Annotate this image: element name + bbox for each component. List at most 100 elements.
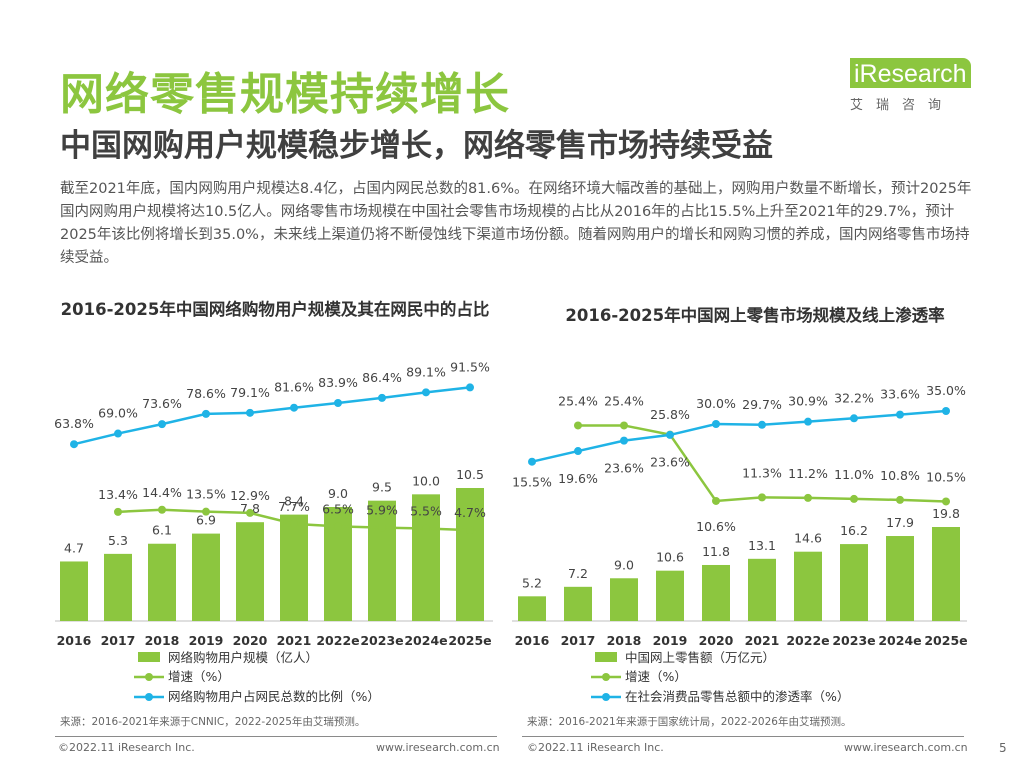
chart-2-share-point xyxy=(896,410,904,419)
chart-2-bar-label: 19.8 xyxy=(932,506,960,521)
chart-2-share-point xyxy=(666,430,674,439)
chart-1-share-label: 78.6% xyxy=(186,386,226,401)
chart-1-share-label: 79.1% xyxy=(230,385,270,400)
chart-2-share-point xyxy=(804,417,812,426)
chart-1-growth-point xyxy=(422,524,430,533)
chart-2-growth-label: 25.4% xyxy=(558,393,598,408)
chart-2-bar xyxy=(794,551,822,621)
chart-2-year-tick: 2024e xyxy=(878,633,921,648)
chart-2-legend-share-marker xyxy=(602,693,610,701)
chart-1-bar-label: 8.4 xyxy=(284,494,304,509)
chart-2-legend-bar-swatch xyxy=(595,652,617,662)
chart-1-share-point xyxy=(202,409,210,418)
chart-1-bar xyxy=(192,533,220,621)
chart-1-title: 2016-2025年中国网络购物用户规模及其在网民中的占比 xyxy=(60,300,490,319)
chart-2-bar-label: 10.6 xyxy=(656,550,684,565)
chart-2-share-line xyxy=(531,409,947,463)
chart-2-growth-point xyxy=(850,494,858,503)
chart-1-growth-point xyxy=(202,507,210,516)
footer-copyright-right: ©2022.11 iResearch Inc. xyxy=(527,741,664,754)
chart-2-growth-label: 10.5% xyxy=(926,469,966,484)
chart-1-share-label: 83.9% xyxy=(318,375,358,390)
chart-2-bar-label: 7.2 xyxy=(568,566,588,581)
chart-1-year-tick: 2017 xyxy=(101,633,136,648)
chart-1-year-tick: 2025e xyxy=(448,633,491,648)
chart-1-bar xyxy=(412,494,440,621)
chart-2-share-label: 32.2% xyxy=(834,390,874,405)
chart-1-bar xyxy=(104,553,132,621)
footer-divider-left xyxy=(55,736,497,737)
chart-1-year-tick: 2019 xyxy=(189,633,224,648)
chart-2-growth-point xyxy=(896,495,904,504)
chart-1-growth-label: 14.4% xyxy=(142,485,182,500)
chart-1-growth-point xyxy=(378,523,386,532)
chart-1-share-point xyxy=(70,440,78,449)
iresearch-logo: iResearch 艾瑞咨询 xyxy=(848,58,971,118)
chart-2-bar-label: 5.2 xyxy=(522,575,542,590)
chart-2-legend-growth-label: 增速（%） xyxy=(625,669,687,684)
chart-2-growth-point xyxy=(942,497,950,506)
chart-1-year-tick: 2024e xyxy=(404,633,447,648)
chart-2-growth-point xyxy=(804,493,812,502)
chart-1-bar-label: 6.1 xyxy=(152,523,172,538)
chart-2-year-tick: 2019 xyxy=(653,633,688,648)
chart-2-growth-label: 10.8% xyxy=(880,468,920,483)
chart-1-share-point xyxy=(422,388,430,397)
chart-2-share-label: 23.6% xyxy=(604,461,644,476)
chart-1-growth-point xyxy=(114,507,122,516)
chart-2-growth-label: 10.6% xyxy=(696,519,736,534)
chart-1-growth-point xyxy=(466,526,474,535)
chart-2-growth-point xyxy=(620,421,628,430)
chart-2-growth-point xyxy=(574,421,582,430)
chart-1-share-label: 91.5% xyxy=(450,359,490,374)
chart-1-bar xyxy=(456,488,484,621)
chart-1-growth-point xyxy=(290,519,298,528)
chart-2-share-label: 15.5% xyxy=(512,475,552,490)
chart-2-year-tick: 2020 xyxy=(699,633,734,648)
chart-1-bar xyxy=(280,514,308,621)
chart-1-year-tick: 2022e xyxy=(316,633,359,648)
chart-1-growth-label: 4.7% xyxy=(454,505,486,520)
chart-2-share-label: 35.0% xyxy=(926,383,966,398)
chart-2-growth-label: 11.0% xyxy=(834,467,874,482)
body-paragraph: 截至2021年底，国内网购用户规模达8.4亿，占国内网民总数的81.6%。在网络… xyxy=(60,181,972,266)
chart-2-bar-label: 13.1 xyxy=(748,538,776,553)
chart-2-share-label: 33.6% xyxy=(880,387,920,402)
chart-2-bar-label: 16.2 xyxy=(840,523,868,538)
chart-1-growth-label: 6.5% xyxy=(322,501,354,516)
chart-1-year-tick: 2020 xyxy=(233,633,268,648)
chart-1-growth-point xyxy=(246,508,254,517)
chart-1-growth-label: 13.4% xyxy=(98,487,138,502)
chart-1-share-point xyxy=(466,383,474,392)
chart-1-share-point xyxy=(246,408,254,417)
chart-2-year-tick: 2017 xyxy=(561,633,596,648)
chart-2-share-point xyxy=(942,407,950,415)
chart-2-bar xyxy=(702,564,730,621)
chart-2-growth-label: 11.3% xyxy=(742,465,782,480)
logo-cn-text: 艾瑞咨询 xyxy=(850,98,955,113)
chart-1-growth-label: 5.9% xyxy=(366,503,398,518)
chart-1-share-point xyxy=(114,429,122,438)
chart-2-share-label: 30.9% xyxy=(788,394,828,409)
chart-2-share-point xyxy=(528,457,536,466)
chart-1-bar xyxy=(368,500,396,621)
chart-2-share-label: 30.0% xyxy=(696,396,736,411)
chart-1-share-line xyxy=(73,386,471,446)
chart-1-year-tick: 2018 xyxy=(145,633,180,648)
chart-2-title: 2016-2025年中国网上零售市场规模及线上渗透率 xyxy=(565,306,945,325)
page-title: 网络零售规模持续增长 xyxy=(60,69,510,120)
page-number: 5 xyxy=(999,741,1007,755)
chart-2-legend-bar-label: 中国网上零售额（万亿元） xyxy=(625,650,775,665)
chart-2-bar xyxy=(656,570,684,621)
chart-1-bar xyxy=(60,561,88,621)
chart-2-growth-label: 11.2% xyxy=(788,466,828,481)
chart-1-share-point xyxy=(378,393,386,402)
page-subtitle: 中国网购用户规模稳步增长，网络零售市场持续受益 xyxy=(60,128,773,164)
chart-1-bar xyxy=(148,543,176,621)
chart-1-share-label: 73.6% xyxy=(142,396,182,411)
chart-1-bar-label: 10.5 xyxy=(456,467,484,482)
footer-website-right: www.iresearch.com.cn xyxy=(844,741,968,754)
chart-1-legend-share-marker xyxy=(145,693,153,701)
footer-divider-right xyxy=(522,736,964,737)
logo-text: iResearch xyxy=(850,58,971,88)
